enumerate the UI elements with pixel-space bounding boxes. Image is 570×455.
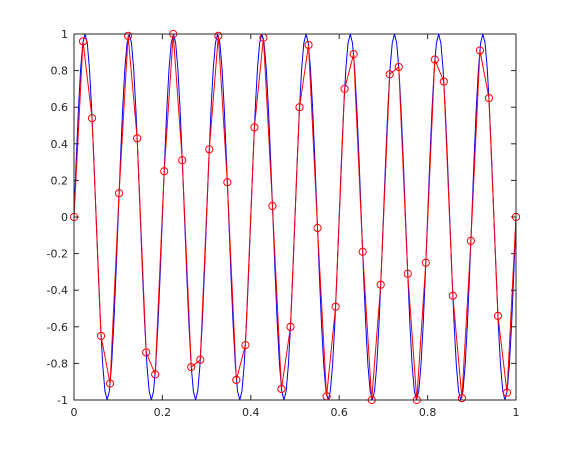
y-tick-label: -0.6 xyxy=(47,321,68,334)
series-marker-1 xyxy=(376,280,385,289)
series-marker-1 xyxy=(430,55,439,64)
x-tick-label: 0 xyxy=(71,406,78,419)
y-tick-label: 0.8 xyxy=(51,65,69,78)
series-marker-1 xyxy=(502,388,512,397)
series-marker-1 xyxy=(114,189,124,198)
y-tick-label: 0.4 xyxy=(51,138,69,151)
series-marker-1 xyxy=(178,156,187,165)
series-marker-1 xyxy=(349,50,358,59)
series-marker-1 xyxy=(241,341,250,350)
y-tick-label: -0.8 xyxy=(47,357,68,370)
series-marker-1 xyxy=(313,223,322,233)
series-marker-1 xyxy=(96,331,106,341)
series-marker-1 xyxy=(385,70,394,79)
series-marker-1 xyxy=(160,167,169,176)
data-layer xyxy=(69,29,521,405)
series-marker-1 xyxy=(78,37,88,46)
series-marker-1 xyxy=(268,201,277,211)
y-tick-label: 1 xyxy=(61,28,68,41)
series-marker-1 xyxy=(295,103,304,112)
series-marker-1 xyxy=(250,123,259,132)
series-marker-1 xyxy=(457,394,466,403)
series-marker-1 xyxy=(187,362,196,372)
series-marker-1 xyxy=(331,302,340,311)
series-marker-1 xyxy=(105,379,115,388)
series-marker-1 xyxy=(439,77,448,86)
series-marker-1 xyxy=(304,40,313,50)
series-marker-1 xyxy=(493,311,503,320)
series-marker-1 xyxy=(124,31,133,40)
series-marker-1 xyxy=(466,236,476,245)
series-marker-1 xyxy=(151,370,160,379)
y-tick-label: 0.2 xyxy=(51,174,69,187)
axes: 0 0.2 0.4 0.6 0.8 1 -1 -0.8 -0.6 -0.4 -0.2 0 0.2 0.4 0… xyxy=(47,28,520,419)
series-marker-1 xyxy=(277,384,286,394)
series-marker-1 xyxy=(142,348,151,357)
series-marker-1 xyxy=(223,178,232,187)
series-marker-1 xyxy=(484,93,494,103)
y-tick-label: -0.2 xyxy=(47,248,68,261)
series-marker-1 xyxy=(133,134,142,143)
x-tick-label: 0.4 xyxy=(242,406,260,419)
series-marker-1 xyxy=(394,62,403,72)
series-marker-1 xyxy=(475,46,485,55)
series-marker-1 xyxy=(196,355,205,364)
series-marker-1 xyxy=(421,258,430,267)
series-marker-1 xyxy=(87,114,97,123)
series-marker-1 xyxy=(403,269,412,278)
series-marker-1 xyxy=(448,291,457,300)
series-marker-1 xyxy=(340,84,349,94)
y-tick-label: -0.4 xyxy=(47,284,68,297)
y-tick-label: 0 xyxy=(61,211,68,224)
series-marker-1 xyxy=(358,247,367,256)
series-marker-1 xyxy=(286,322,295,331)
x-tick-label: 1 xyxy=(513,406,520,419)
series-marker-1 xyxy=(214,31,223,40)
series-marker-1 xyxy=(232,375,241,384)
x-tick-label: 0.2 xyxy=(154,406,172,419)
y-tick-label: -1 xyxy=(57,394,68,407)
series-marker-1 xyxy=(205,145,214,154)
y-tick-label: 0.6 xyxy=(51,101,69,114)
x-tick-label: 0.8 xyxy=(419,406,437,419)
x-tick-label: 0.6 xyxy=(330,406,348,419)
